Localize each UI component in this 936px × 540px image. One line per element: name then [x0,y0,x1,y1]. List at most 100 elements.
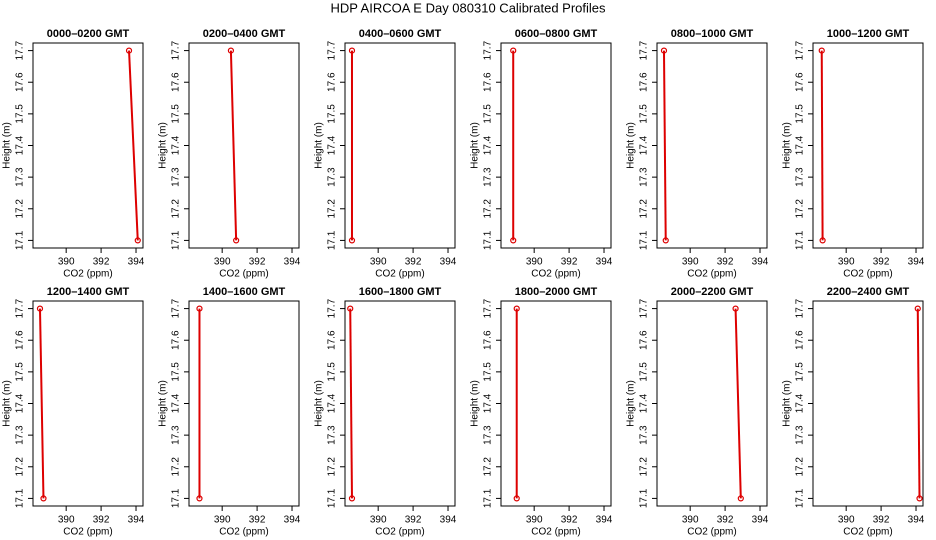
y-tick-label: 17.3 [171,425,182,445]
plot-frame [344,300,456,507]
y-tick-label: 17.2 [327,199,338,219]
profile-line [916,308,921,499]
x-axis-label: CO2 (ppm) [63,527,112,538]
y-tick-label: 17.2 [483,457,494,477]
profile-line [734,308,742,499]
x-tick-label: 394 [908,515,925,526]
plot-frame [812,300,924,507]
y-tick-label: 17.7 [15,40,26,60]
x-axis-label: CO2 (ppm) [219,269,268,280]
y-axis-label: Height (m) [314,122,325,169]
profile-point [513,305,520,312]
y-tick-label: 17.1 [15,488,26,508]
panel-title: 2000–2200 GMT [671,286,754,298]
x-axis-label: CO2 (ppm) [219,527,268,538]
profile-point [660,47,668,54]
profile-point [196,495,203,502]
y-tick-label: 17.2 [639,199,650,219]
profile-line [349,308,353,499]
x-tick-label: 390 [682,515,699,526]
y-tick-label: 17.6 [15,330,26,350]
y-axis-label: Height (m) [158,380,169,427]
y-tick-label: 17.7 [171,40,182,60]
profile-point [819,237,826,244]
profile-point [348,495,356,502]
y-tick-label: 17.4 [795,393,806,413]
panel-title: 0000–0200 GMT [47,28,130,40]
y-tick-label: 17.7 [483,40,494,60]
x-axis-label: CO2 (ppm) [687,527,736,538]
y-tick-label: 17.2 [795,457,806,477]
y-tick-label: 17.3 [795,425,806,445]
x-tick-label: 394 [284,515,301,526]
profile-point [662,237,669,244]
profile-line [662,50,667,241]
y-tick-label: 17.2 [795,199,806,219]
profile-line [820,50,824,241]
profile-point [916,495,923,502]
y-tick-label: 17.3 [327,425,338,445]
y-tick-label: 17.2 [639,457,650,477]
profile-point [914,305,921,312]
panel-title: 1600–1800 GMT [359,286,442,298]
x-tick-label: 390 [838,257,855,268]
y-tick-label: 17.6 [327,72,338,92]
y-tick-label: 17.6 [639,330,650,350]
y-tick-label: 17.4 [171,393,182,413]
profile-point [510,237,517,244]
plot-frame [656,42,768,249]
profile-line [229,50,238,241]
x-tick-label: 392 [717,257,734,268]
panel-title: 0400–0600 GMT [359,28,442,40]
x-tick-label: 390 [838,515,855,526]
y-tick-label: 17.5 [171,104,182,124]
x-tick-label: 392 [93,257,110,268]
y-tick-label: 17.1 [795,230,806,250]
y-tick-label: 17.4 [795,135,806,155]
profile-point [732,305,739,312]
y-tick-label: 17.4 [639,135,650,155]
y-tick-label: 17.3 [483,425,494,445]
x-tick-label: 392 [873,257,890,268]
x-tick-label: 392 [561,515,578,526]
plot-frame [32,42,144,249]
x-tick-label: 392 [717,515,734,526]
y-tick-label: 17.6 [483,72,494,92]
profile-line [128,50,139,241]
y-tick-label: 17.1 [639,488,650,508]
x-tick-label: 392 [249,257,266,268]
x-tick-label: 390 [370,515,387,526]
profile-point [233,237,240,244]
y-tick-label: 17.7 [15,298,26,318]
x-tick-label: 390 [214,257,231,268]
panel-title: 2200–2400 GMT [827,286,910,298]
y-tick-label: 17.3 [639,167,650,187]
figure-title: HDP AIRCOA E Day 080310 Calibrated Profi… [330,0,606,15]
panel-title: 1200–1400 GMT [47,286,130,298]
y-tick-label: 17.6 [171,72,182,92]
y-tick-label: 17.5 [15,362,26,382]
y-tick-label: 17.6 [327,330,338,350]
y-tick-label: 17.3 [171,167,182,187]
x-axis-label: CO2 (ppm) [843,527,892,538]
y-tick-label: 17.5 [15,104,26,124]
plot-frame [32,300,144,507]
y-tick-label: 17.5 [483,362,494,382]
x-tick-label: 394 [128,515,145,526]
profile-point [737,495,744,502]
y-tick-label: 17.1 [795,488,806,508]
y-tick-label: 17.7 [639,298,650,318]
x-axis-label: CO2 (ppm) [531,527,580,538]
profile-point [348,47,356,54]
y-axis-label: Height (m) [782,380,793,427]
y-tick-label: 17.7 [327,298,338,318]
x-axis-label: CO2 (ppm) [63,269,112,280]
y-tick-label: 17.3 [639,425,650,445]
y-tick-label: 17.7 [327,40,338,60]
y-tick-label: 17.2 [15,199,26,219]
profile-point [510,47,517,54]
profile-point [347,305,354,312]
y-axis-label: Height (m) [158,122,169,169]
x-tick-label: 392 [873,515,890,526]
y-tick-label: 17.6 [15,72,26,92]
